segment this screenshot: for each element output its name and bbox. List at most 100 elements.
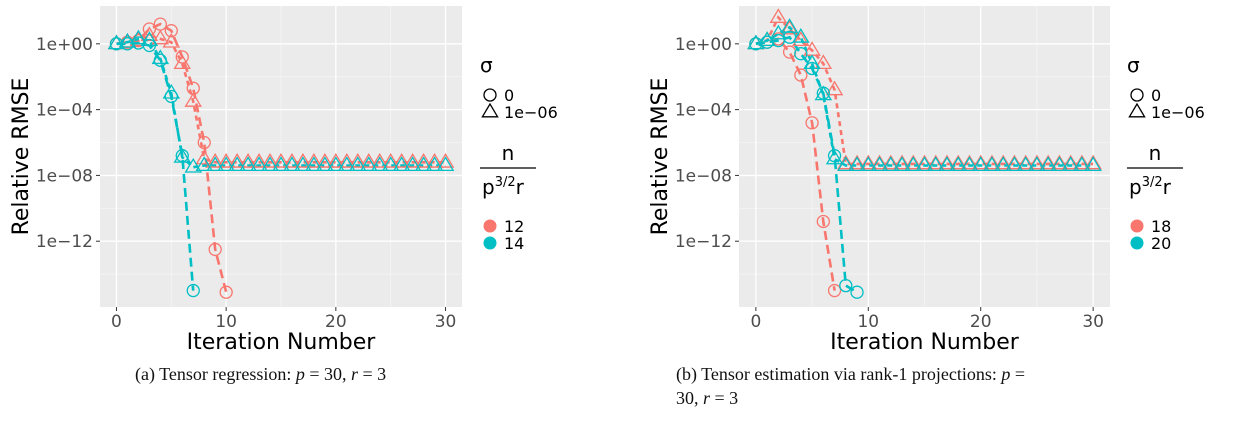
data-point-18-triangle	[927, 154, 945, 170]
legend-color-title-denominator: p3/2r	[1129, 175, 1172, 199]
data-point-12-triangle	[360, 152, 378, 168]
legend-shape-label: 1e−06	[1151, 103, 1205, 122]
x-tick-label: 30	[435, 312, 457, 332]
data-point-14-triangle	[140, 31, 159, 46]
chart-panel-a: 1e+00 1e−04 1e−08 1e−12 0 10 20 30 Iteration Num…	[9, 6, 558, 385]
data-point-12-triangle	[228, 152, 246, 168]
legend-color-label: 20	[1151, 234, 1171, 253]
caption-a: (a) Tensor regression: p = 30, r = 3	[135, 364, 386, 385]
data-point-14-triangle	[206, 156, 224, 171]
data-point-12-triangle	[414, 152, 433, 168]
data-point-20-triangle	[780, 18, 799, 33]
data-point-12-circle	[142, 22, 157, 36]
data-point-20-triangle	[1028, 156, 1046, 171]
data-point-20-triangle	[893, 156, 911, 171]
data-point-12-triangle	[217, 152, 235, 168]
y-axis-title: Relative RMSE	[9, 78, 34, 236]
data-point-12-triangle	[283, 152, 301, 168]
data-point-12-triangle	[349, 152, 367, 168]
data-point-20-triangle	[904, 156, 922, 171]
legend-color-label: 12	[504, 217, 524, 236]
data-point-20-triangle	[1016, 156, 1035, 171]
data-point-12-triangle	[316, 152, 334, 168]
data-point-12-triangle	[294, 152, 312, 168]
data-point-18-triangle	[1050, 154, 1069, 170]
data-point-14-triangle	[173, 148, 192, 163]
data-point-12-circle	[208, 242, 222, 257]
series-layer	[107, 17, 455, 299]
data-point-14-triangle	[370, 156, 389, 171]
data-point-20-triangle	[792, 27, 810, 43]
data-point-20-triangle	[927, 156, 945, 171]
data-point-20-triangle	[1039, 156, 1057, 171]
y-tick-label: 1e+00	[36, 35, 93, 55]
data-point-14-triangle	[107, 34, 126, 50]
series-line-18-sigma0	[755, 37, 836, 291]
legend-color-key	[483, 236, 497, 250]
legend-shape-key	[481, 102, 499, 118]
data-point-20-triangle	[747, 34, 765, 50]
data-point-18-triangle	[870, 154, 889, 170]
data-point-14-triangle	[381, 156, 400, 171]
data-point-14-triangle	[436, 156, 455, 171]
y-tick-label: 1e−04	[675, 101, 732, 121]
data-point-18-triangle	[1061, 154, 1080, 170]
y-axis-title: Relative RMSE	[648, 78, 673, 236]
data-point-18-triangle	[971, 154, 990, 170]
series-line-18-sigma1e-06	[755, 15, 1094, 166]
data-point-12-triangle	[261, 152, 279, 168]
data-point-12-triangle	[250, 152, 268, 168]
data-point-12-triangle	[338, 152, 356, 168]
legend-color-title-numerator: n	[1149, 141, 1162, 165]
data-point-20-triangle	[848, 156, 866, 171]
data-point-18-triangle	[1016, 154, 1035, 170]
data-point-14-triangle	[283, 156, 301, 171]
data-point-20-triangle	[949, 156, 967, 171]
data-point-12-triangle	[392, 152, 411, 168]
legend-shape-key	[483, 88, 497, 102]
x-tick-label: 0	[750, 312, 761, 332]
data-point-14-triangle	[349, 156, 367, 171]
data-point-18-circle	[827, 283, 842, 298]
data-point-14-triangle	[228, 156, 246, 171]
data-point-14-triangle	[129, 29, 148, 45]
data-point-12-circle	[175, 50, 189, 64]
data-point-14-triangle	[261, 156, 279, 171]
data-point-20-triangle	[1050, 156, 1069, 171]
caption-b-line1: (b) Tensor estimation via rank-1 project…	[676, 364, 1025, 385]
series-line-14-sigma0	[116, 41, 195, 291]
y-tick-label: 1e−04	[36, 101, 93, 121]
data-point-20-triangle	[837, 156, 855, 171]
data-point-12-triangle	[381, 152, 400, 168]
data-point-14-triangle	[360, 156, 378, 171]
data-point-14-triangle	[118, 32, 137, 48]
data-point-18-triangle	[848, 154, 866, 170]
data-point-12-triangle	[272, 152, 290, 168]
legend-color-title-numerator: n	[502, 141, 515, 165]
data-point-20-triangle	[803, 54, 821, 70]
data-point-12-triangle	[151, 29, 170, 45]
legend-color-label: 14	[504, 234, 524, 253]
data-point-14-triangle	[392, 156, 411, 171]
legend-color-title-denominator: p3/2r	[482, 175, 525, 199]
data-point-18-triangle	[1005, 154, 1024, 170]
data-point-18-triangle	[859, 154, 878, 170]
data-point-20-triangle	[994, 156, 1012, 171]
data-point-12-triangle	[370, 152, 389, 168]
y-tick-label: 1e−08	[675, 166, 732, 186]
data-point-20-triangle	[915, 156, 934, 171]
y-tick-label: 1e+00	[675, 35, 732, 55]
data-point-14-circle	[186, 283, 200, 298]
data-point-12-triangle	[425, 152, 444, 168]
data-point-18-triangle	[825, 80, 844, 96]
series-line-12-sigma1e-06	[116, 34, 446, 164]
data-point-12-circle	[164, 24, 178, 38]
data-point-20-triangle	[1005, 156, 1024, 171]
data-point-20-triangle	[870, 156, 889, 171]
data-point-20-circle	[827, 149, 842, 163]
y-tick-label: 1e−12	[675, 232, 732, 252]
data-point-12-triangle	[239, 152, 257, 168]
data-point-18-triangle	[994, 154, 1012, 170]
data-point-18-triangle	[893, 154, 911, 170]
